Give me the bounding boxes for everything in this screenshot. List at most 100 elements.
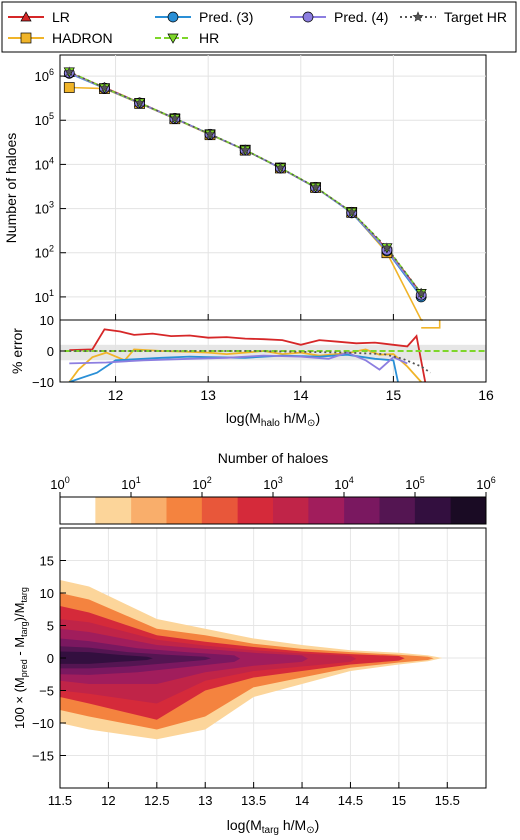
x-tick-label: 15 — [386, 387, 402, 403]
colorbar-tick-label: 104 — [334, 475, 353, 492]
series-line-Target HR — [68, 71, 422, 294]
x-tick-label: 14 — [295, 793, 309, 808]
y-tick-label: 101 — [35, 288, 54, 305]
marker-Target HR — [416, 288, 427, 298]
series-line-HADRON — [69, 86, 423, 321]
marker-Target HR — [310, 181, 321, 192]
legend-marker-circle — [302, 11, 314, 23]
marker-Target HR — [275, 162, 286, 173]
colorbar-tick-label: 103 — [263, 475, 282, 492]
colorbar-cell — [201, 497, 239, 524]
y-tick-label: 104 — [35, 155, 54, 172]
x-tick-label: 11.5 — [48, 793, 72, 808]
colorbar-cell — [273, 497, 309, 524]
error-panel: −10 0 10 12 13 14 15 16 % error log(Mhalo h/M⊙) — [9, 313, 494, 429]
contour-level-10 — [60, 651, 153, 664]
x-tick-label: 15 — [392, 793, 406, 808]
legend-item: HR — [155, 30, 219, 46]
y-tick-label: −5 — [39, 684, 54, 699]
y-tick-label: 5 — [47, 619, 54, 634]
colorbar-tick-label: 101 — [121, 475, 140, 492]
y-tick-label: 102 — [35, 244, 54, 261]
y-tick-label: 0 — [47, 344, 54, 359]
legend-frame — [1, 1, 517, 53]
colorbar-cell — [379, 497, 416, 524]
legend-label: LR — [52, 9, 70, 25]
colorbar-cell — [131, 497, 167, 524]
marker-Target HR — [64, 66, 75, 77]
colorbar-cell — [414, 497, 452, 524]
marker-Target HR — [204, 128, 216, 139]
colorbar-tick-label: 105 — [405, 475, 424, 492]
legend-label: HR — [199, 30, 219, 46]
y-tick-label: 105 — [35, 111, 54, 128]
heatmap-ylabel: 100 × (Mpred - Mtarg)/Mtarg — [12, 587, 29, 729]
colorbar-cell — [344, 497, 380, 524]
y-tick-label: −15 — [32, 749, 54, 764]
series-line-Pred. (3) — [68, 72, 422, 298]
colorbar-cell — [95, 497, 132, 524]
y-tick-label: −10 — [32, 716, 54, 731]
y-tick-label: 103 — [35, 200, 54, 217]
marker-HADRON — [63, 82, 75, 93]
error-ylabel: % error — [9, 328, 25, 374]
colorbar-cell — [60, 497, 96, 524]
y-tick-label: 10 — [40, 586, 54, 601]
x-tick-label: 12 — [108, 387, 124, 403]
legend-label: Target HR — [444, 9, 507, 25]
top-ylabel: Number of haloes — [3, 133, 19, 244]
colorbar-cell — [237, 497, 274, 524]
legend-item: Pred. (3) — [155, 9, 253, 25]
x-tick-label: 14.5 — [338, 793, 363, 808]
x-tick-label: 14 — [293, 387, 309, 403]
marker-Target HR — [169, 113, 180, 123]
legend-label: HADRON — [52, 30, 113, 46]
legend-marker-circle — [167, 11, 179, 23]
y-tick-label: 15 — [40, 554, 54, 569]
legend-marker-triangle-up — [20, 11, 32, 22]
legend-item: Pred. (4) — [290, 9, 388, 25]
marker-Target HR — [346, 206, 357, 217]
colorbar-cell — [166, 497, 203, 524]
colorbar-cell — [308, 497, 345, 524]
colorbar-cell — [450, 497, 487, 524]
x-tick-label: 12.5 — [144, 793, 169, 808]
marker-Target HR — [381, 242, 392, 252]
series-line-LR — [68, 71, 422, 294]
error-xlabel: log(Mhalo h/M⊙) — [226, 410, 320, 429]
x-tick-label: 12 — [101, 793, 115, 808]
legend-label: Pred. (4) — [334, 9, 388, 25]
hadron-tail — [421, 320, 441, 329]
y-tick-label: 0 — [47, 651, 54, 666]
top-panel: 101 102 103 104 105 106 Number of haloes — [3, 54, 487, 329]
x-tick-label: 13 — [200, 387, 216, 403]
heatmap-panel: −15 −10 −5 0 5 10 15 11.5 12 12.5 13 13.5 14 14.5 15 15… — [12, 527, 487, 836]
legend-item: Target HR — [400, 9, 507, 25]
legend-marker-square — [20, 32, 32, 44]
colorbar-tick-label: 106 — [476, 475, 495, 492]
marker-Target HR — [240, 144, 251, 155]
colorbar-tick-label: 100 — [50, 475, 69, 492]
legend-marker-star — [412, 11, 424, 22]
legend: LR HADRON Pred. (3) HR Pred. (4) Target HR — [1, 1, 517, 53]
marker-Target HR — [134, 97, 145, 108]
error-line-Target HR — [69, 350, 431, 374]
y-tick-label: 10 — [40, 313, 54, 328]
x-tick-label: 13 — [198, 793, 212, 808]
error-line-Pred. (4) — [69, 351, 408, 371]
x-tick-label: 16 — [478, 387, 494, 403]
legend-label: Pred. (3) — [199, 9, 253, 25]
x-tick-label: 13.5 — [241, 793, 266, 808]
heatmap-xlabel: log(Mtarg h/M⊙) — [227, 817, 320, 836]
top-panel-frame — [59, 54, 487, 321]
series-line-Pred. (4) — [68, 72, 422, 296]
legend-marker-triangle-down — [167, 33, 179, 44]
colorbar: Number of haloes 100 101 102 103 104 105 106 — [50, 450, 496, 525]
y-tick-label: 106 — [35, 67, 54, 84]
error-line-LR — [69, 328, 427, 382]
colorbar-tick-label: 102 — [192, 475, 211, 492]
series-line-HR — [68, 71, 422, 294]
legend-item: HADRON — [8, 30, 113, 46]
y-tick-label: −10 — [32, 375, 54, 390]
